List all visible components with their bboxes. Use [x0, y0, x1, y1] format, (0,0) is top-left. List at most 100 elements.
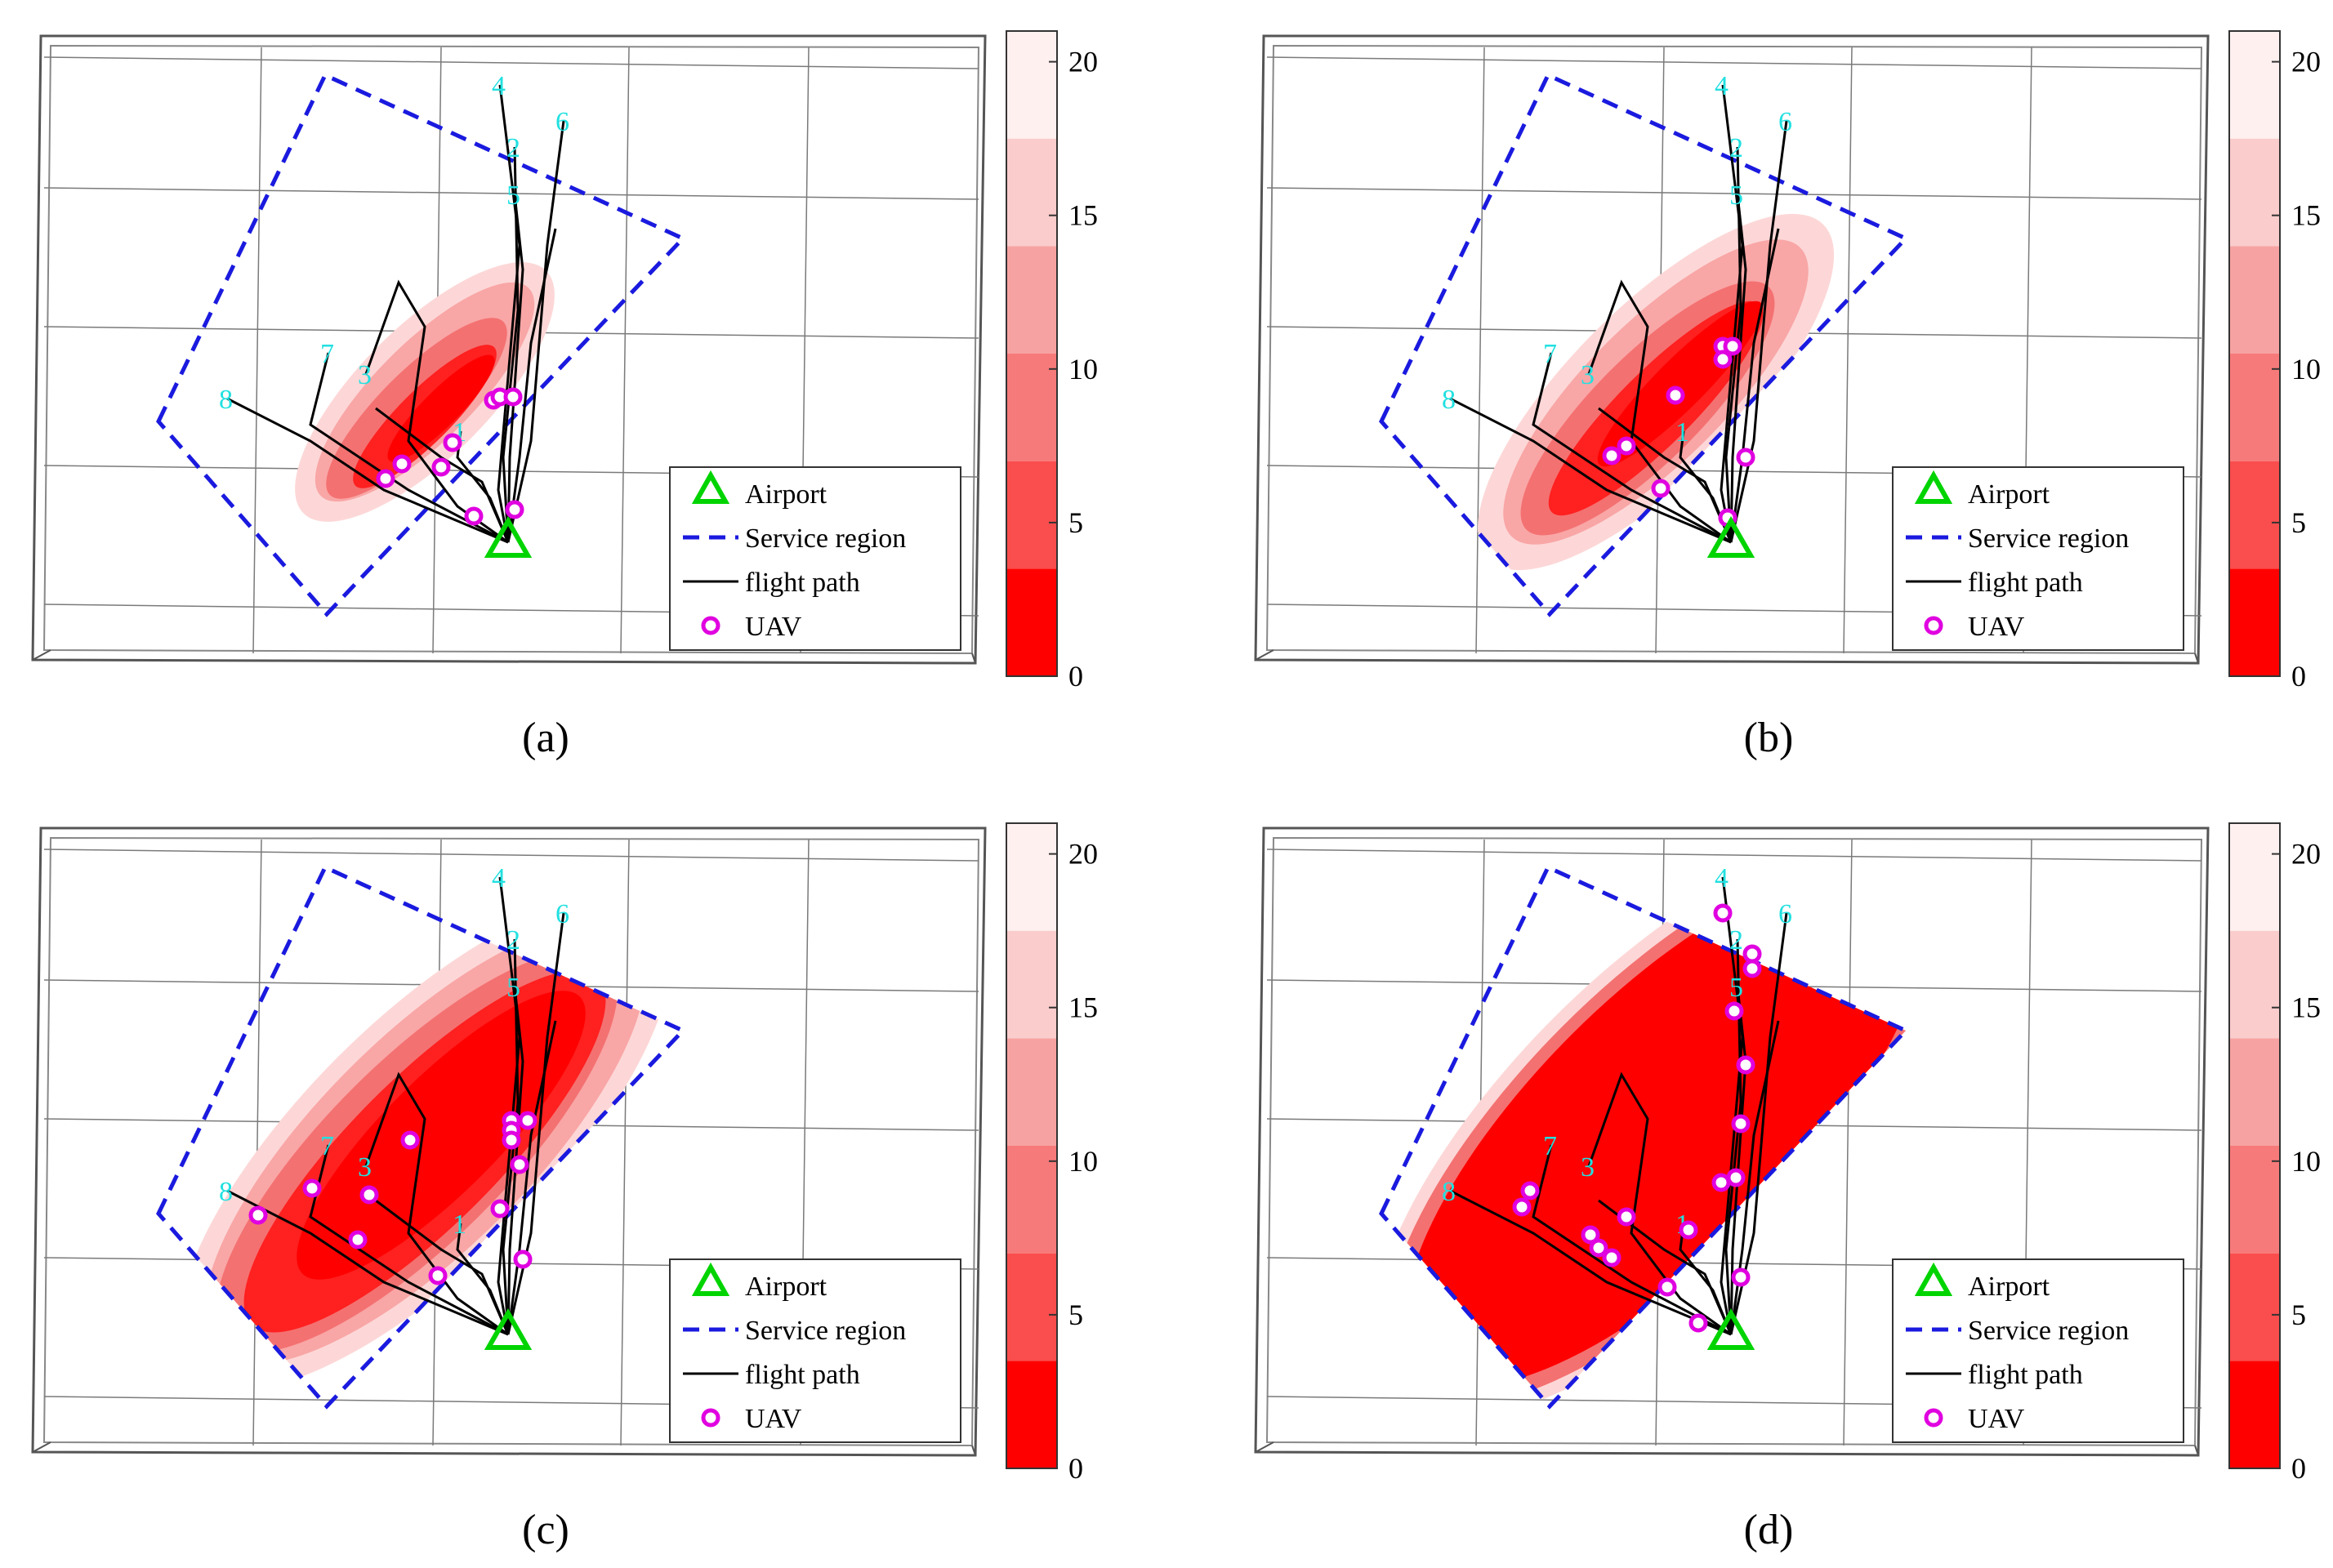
legend-path-label: flight path	[1968, 1360, 2083, 1390]
route-label-5: 5	[1729, 180, 1743, 211]
flight-path-7	[309, 1144, 509, 1336]
flight-path-2	[502, 146, 520, 543]
uav-marker	[1731, 1114, 1751, 1134]
route-label-2: 2	[1729, 925, 1743, 956]
grid-line-h	[43, 849, 979, 862]
colorbar-step-1	[2229, 461, 2280, 569]
colorbar-tick-label-0: 0	[1068, 660, 1083, 693]
colorbar: 0 5 10 15 20	[2228, 822, 2321, 1485]
flight-path-8	[226, 1189, 509, 1336]
flight-path-10	[1729, 228, 1780, 543]
uav-marker	[1742, 944, 1762, 964]
legend-box	[669, 1258, 961, 1443]
legend: Airport Service region flight path UAV	[1892, 1258, 2184, 1443]
uav-markers	[248, 1111, 538, 1285]
flight-path-2	[502, 938, 520, 1335]
flight-path-10	[506, 1020, 557, 1335]
colorbar-border	[1006, 822, 1058, 1469]
panel-caption-d: (d)	[1744, 1507, 1794, 1553]
colorbar: 0 5 10 15 20	[2228, 30, 2321, 693]
uav-marker	[431, 457, 451, 477]
colorbar-step-4	[1006, 930, 1057, 1039]
uav-markers	[1602, 336, 1755, 528]
heat-cell	[297, 991, 586, 1280]
route-label-6: 6	[555, 107, 569, 137]
legend-region-label: Service region	[1968, 1316, 2129, 1346]
flight-path-8	[1449, 397, 1732, 544]
flight-path-5	[506, 986, 524, 1335]
colorbar-tick-label-15: 15	[2291, 991, 2321, 1024]
uav-marker	[502, 1130, 521, 1150]
colorbar-step-1	[1006, 1253, 1057, 1361]
flight-path-10	[506, 228, 557, 543]
colorbar-tick-label-5: 5	[2291, 1298, 2306, 1331]
flight-path-7	[309, 352, 509, 544]
legend: Airport Service region flight path UAV	[1892, 466, 2184, 651]
colorbar-step-5	[2229, 823, 2280, 931]
route-label-3: 3	[1581, 1152, 1595, 1183]
uav-marker	[1617, 436, 1636, 456]
colorbar-step-2	[2229, 354, 2280, 461]
route-label-7: 7	[1543, 339, 1557, 369]
grid-line-v	[1843, 839, 1853, 1446]
uav-marker	[1724, 1001, 1744, 1021]
legend-airport-label: Airport	[1968, 479, 2050, 510]
uav-marker	[1520, 1181, 1540, 1200]
flight-path-8	[1449, 1189, 1732, 1336]
uav-marker	[428, 1266, 448, 1285]
colorbar-tick-label-10: 10	[1068, 353, 1098, 385]
colorbar-border	[2228, 30, 2281, 677]
legend-box	[1892, 466, 2184, 651]
airport-icon	[484, 515, 533, 558]
route-label-1: 1	[453, 1209, 466, 1240]
panel-c: 1 2 3 4 5 6 7 8 Airport Service region flight path…	[31, 822, 1098, 1553]
grid-line-v	[620, 47, 630, 654]
colorbar-step-3	[2229, 246, 2280, 354]
uav-marker	[490, 1199, 510, 1218]
route-label-8: 8	[1442, 385, 1456, 415]
flight-path-9	[375, 1199, 510, 1335]
flight-path-5	[1729, 194, 1747, 543]
colorbar: 0 5 10 15 20	[1006, 30, 1098, 693]
colorbar-step-4	[2229, 930, 2280, 1039]
uav-marker	[464, 506, 484, 526]
grid-line-h	[43, 187, 979, 200]
colorbar-tick-label-15: 15	[1068, 991, 1098, 1024]
panel-b: 1 2 3 4 5 6 7 8 Airport Service region flight path…	[1254, 30, 2321, 761]
route-label-4: 4	[1715, 71, 1729, 101]
legend-airport-icon	[691, 470, 730, 504]
flight-path-3	[364, 1071, 509, 1336]
flight-path-10	[1729, 1020, 1780, 1335]
flight-path-4	[497, 876, 521, 1335]
uav-marker	[1589, 1238, 1608, 1258]
legend-region-label: Service region	[745, 523, 906, 554]
route-label-2: 2	[506, 925, 520, 956]
uav-marker	[513, 1250, 533, 1269]
uav-marker	[1736, 448, 1755, 467]
colorbar-step-4	[2229, 138, 2280, 247]
uav-marker	[1651, 479, 1671, 498]
colorbar-step-3	[2229, 1038, 2280, 1146]
uav-marker	[518, 1111, 538, 1130]
colorbar-tick-label-5: 5	[1068, 506, 1083, 539]
colorbar-step-5	[1006, 31, 1057, 139]
route-label-8: 8	[1442, 1177, 1456, 1207]
heat-cell	[387, 354, 495, 462]
colorbar-tick-label-20: 20	[1068, 838, 1098, 871]
colorbar-step-0	[1006, 1361, 1057, 1468]
frame-corner-bl	[1255, 649, 1274, 661]
legend-uav-label: UAV	[745, 612, 802, 642]
legend-uav-label: UAV	[745, 1404, 802, 1434]
flight-path-6	[1729, 120, 1788, 543]
colorbar: 0 5 10 15 20	[1006, 822, 1098, 1485]
airport-icon	[1706, 515, 1755, 558]
flight-path-6	[506, 120, 565, 543]
panel-caption-b: (b)	[1744, 715, 1794, 761]
grid-line-h	[1266, 187, 2202, 200]
uav-marker	[1742, 959, 1762, 978]
